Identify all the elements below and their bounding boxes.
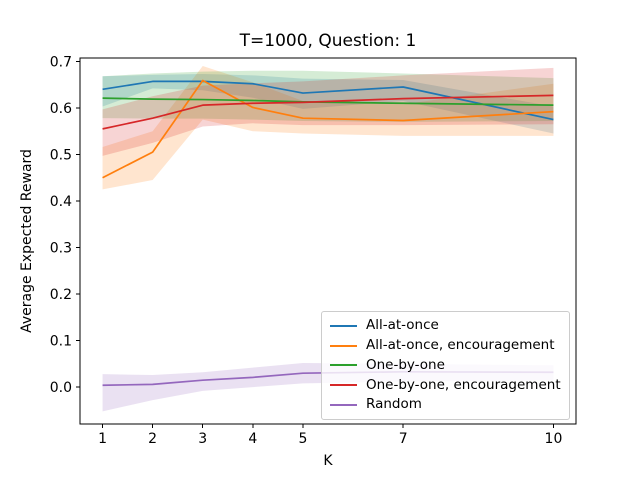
y-tick-label: 0.7 [50,54,72,70]
axes-frame [79,57,577,425]
legend-entry-one-by-one-encouragement: One-by-one, encouragement [330,376,561,393]
legend-line-swatch [330,404,357,407]
band-all-at-once [102,73,554,134]
band-all-at-once-encouragement [102,66,554,190]
legend-entry-all-at-once: All-at-once [330,319,561,333]
y-tick-label: 0.1 [50,334,72,350]
x-tick-label: 1 [98,431,107,447]
y-axis-label: Average Expected Reward [19,149,35,333]
legend-line-swatch [330,344,357,347]
legend: All-at-once All-at-once, encouragement One… [321,311,570,420]
band-one-by-one-encouragement [102,67,554,156]
line-one-by-one [102,97,554,106]
line-one-by-one-encouragement [102,94,554,130]
line-all-at-once-encouragement [102,79,554,179]
legend-line-swatch [330,384,357,387]
chart-title: T=1000, Question: 1 [239,31,417,51]
x-tick-label: 7 [399,431,408,447]
legend-label: Random [366,396,422,413]
band-one-by-one [102,70,554,122]
legend-entry-all-at-once-encouragement: All-at-once, encouragement [330,336,561,353]
x-tick-label: 5 [298,431,307,447]
y-tick-label: 0.2 [50,287,72,303]
legend-entry-random: Random [330,398,561,412]
legend-label: One-by-one, encouragement [366,376,561,393]
x-tick-label: 4 [248,431,257,447]
y-tick-label: 0.6 [50,101,72,117]
line-all-at-once [102,80,554,121]
y-tick-label: 0.0 [50,380,72,396]
x-tick-label: 2 [148,431,157,447]
y-tick-label: 0.5 [50,147,72,163]
legend-label: One-by-one [366,356,445,373]
x-tick-label: 10 [545,431,563,447]
legend-label: All-at-once [366,317,439,334]
legend-label: All-at-once, encouragement [366,336,555,353]
x-tick-label: 3 [198,431,207,447]
y-tick-label: 0.3 [50,241,72,257]
legend-line-swatch [330,364,357,367]
y-tick-label: 0.4 [50,194,72,210]
x-axis-label: K [323,453,333,469]
legend-entry-one-by-one: One-by-one [330,356,561,373]
legend-line-swatch [330,324,357,327]
